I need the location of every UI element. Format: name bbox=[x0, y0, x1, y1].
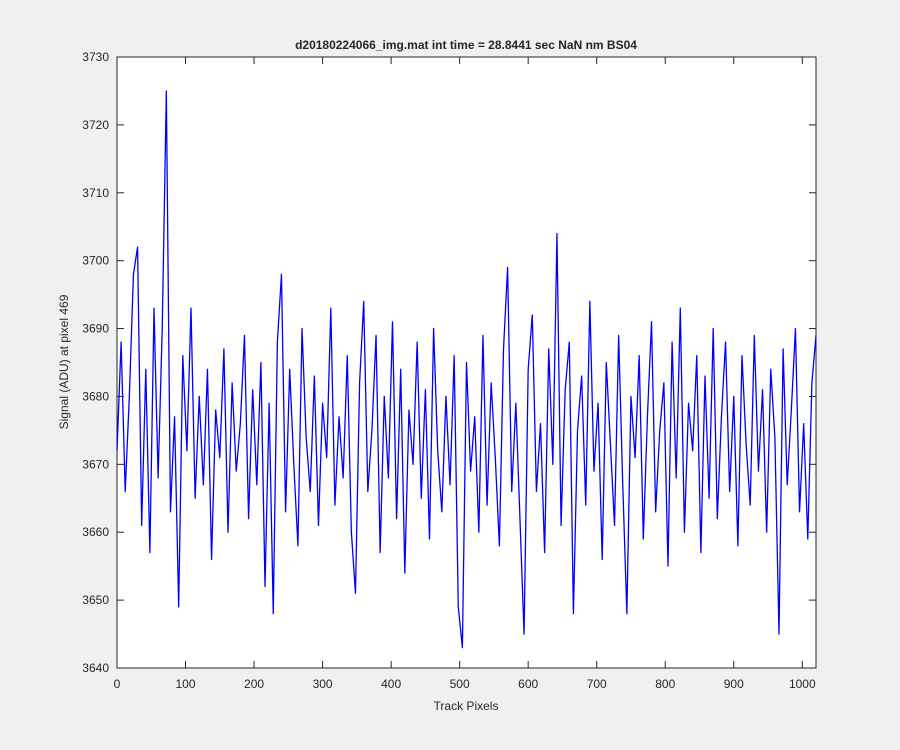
y-tick-label: 3640 bbox=[82, 661, 109, 675]
x-tick-label: 600 bbox=[518, 677, 538, 691]
y-tick-label: 3650 bbox=[82, 593, 109, 607]
x-tick-label: 100 bbox=[176, 677, 196, 691]
x-tick-label: 400 bbox=[381, 677, 401, 691]
y-tick-label: 3680 bbox=[82, 389, 109, 403]
y-tick-label: 3710 bbox=[82, 186, 109, 200]
x-axis-label: Track Pixels bbox=[434, 699, 499, 713]
y-tick-label: 3660 bbox=[82, 525, 109, 539]
y-tick-label: 3690 bbox=[82, 322, 109, 336]
data-line bbox=[116, 90, 817, 649]
y-axis-label: Signal (ADU) at pixel 469 bbox=[57, 294, 71, 429]
y-tick-label: 3700 bbox=[82, 254, 109, 268]
y-tick-label: 3720 bbox=[82, 118, 109, 132]
y-tick-label: 3730 bbox=[82, 50, 109, 64]
x-tick-label: 800 bbox=[655, 677, 675, 691]
x-tick-label: 900 bbox=[724, 677, 744, 691]
y-tick-label: 3670 bbox=[82, 457, 109, 471]
x-tick-label: 300 bbox=[313, 677, 333, 691]
x-tick-label: 200 bbox=[244, 677, 264, 691]
chart-title: d20180224066_img.mat int time = 28.8441 … bbox=[295, 38, 637, 52]
x-tick-label: 500 bbox=[450, 677, 470, 691]
x-tick-label: 1000 bbox=[789, 677, 816, 691]
x-tick-label: 700 bbox=[587, 677, 607, 691]
x-tick-label: 0 bbox=[114, 677, 121, 691]
